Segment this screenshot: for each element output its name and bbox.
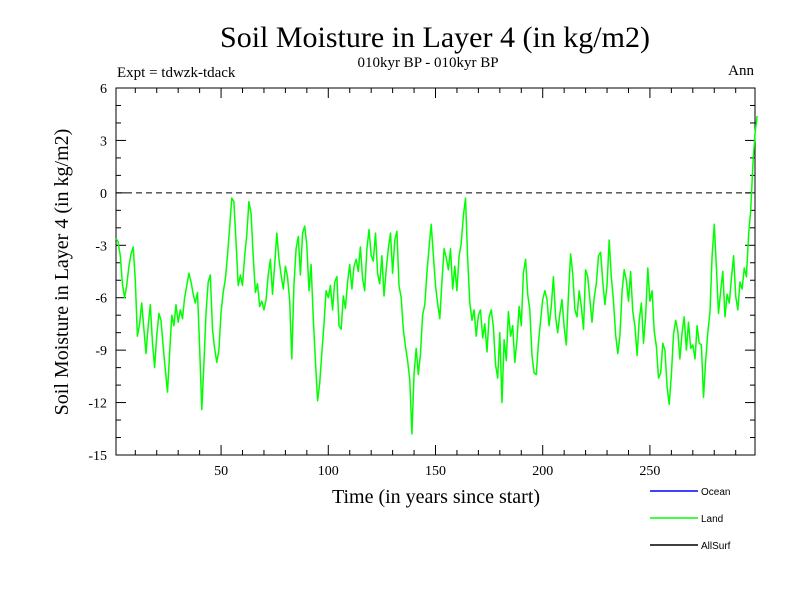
chart-title: Soil Moisture in Layer 4 (in kg/m2) bbox=[220, 21, 650, 54]
x-tick-label: 250 bbox=[639, 464, 660, 479]
x-axis-label: Time (in years since start) bbox=[332, 486, 540, 508]
plot-area: 6 3 0 -3 -6 -9 -12 -15 50 100 150 200 250 bbox=[88, 82, 758, 479]
y-tick-label: -15 bbox=[88, 449, 107, 464]
y-tick-label: 0 bbox=[100, 187, 107, 202]
legend: Ocean Land AllSurf bbox=[650, 487, 731, 552]
chart-subtitle: 010kyr BP - 010kyr BP bbox=[357, 55, 498, 71]
x-tick-label: 150 bbox=[425, 464, 446, 479]
legend-label-allsurf: AllSurf bbox=[701, 541, 731, 552]
series-line-land bbox=[115, 115, 758, 435]
y-tick-label: -6 bbox=[95, 292, 107, 307]
y-tick-label: 6 bbox=[100, 82, 107, 97]
y-tick-label: -12 bbox=[88, 397, 107, 412]
y-tick-label: -3 bbox=[95, 239, 107, 254]
experiment-label: Expt = tdwzk-tdack bbox=[117, 65, 236, 81]
x-tick-label: 200 bbox=[532, 464, 553, 479]
legend-label-land: Land bbox=[701, 514, 723, 525]
legend-label-ocean: Ocean bbox=[701, 487, 730, 498]
period-label: Ann bbox=[728, 63, 754, 79]
plot-frame bbox=[115, 87, 756, 456]
x-tick-label: 100 bbox=[318, 464, 339, 479]
x-tick-label: 50 bbox=[214, 464, 228, 479]
y-axis-label: Soil Moisture in Layer 4 (in kg/m2) bbox=[51, 129, 73, 416]
y-tick-label: 3 bbox=[100, 134, 107, 149]
y-tick-label: -9 bbox=[95, 344, 107, 359]
